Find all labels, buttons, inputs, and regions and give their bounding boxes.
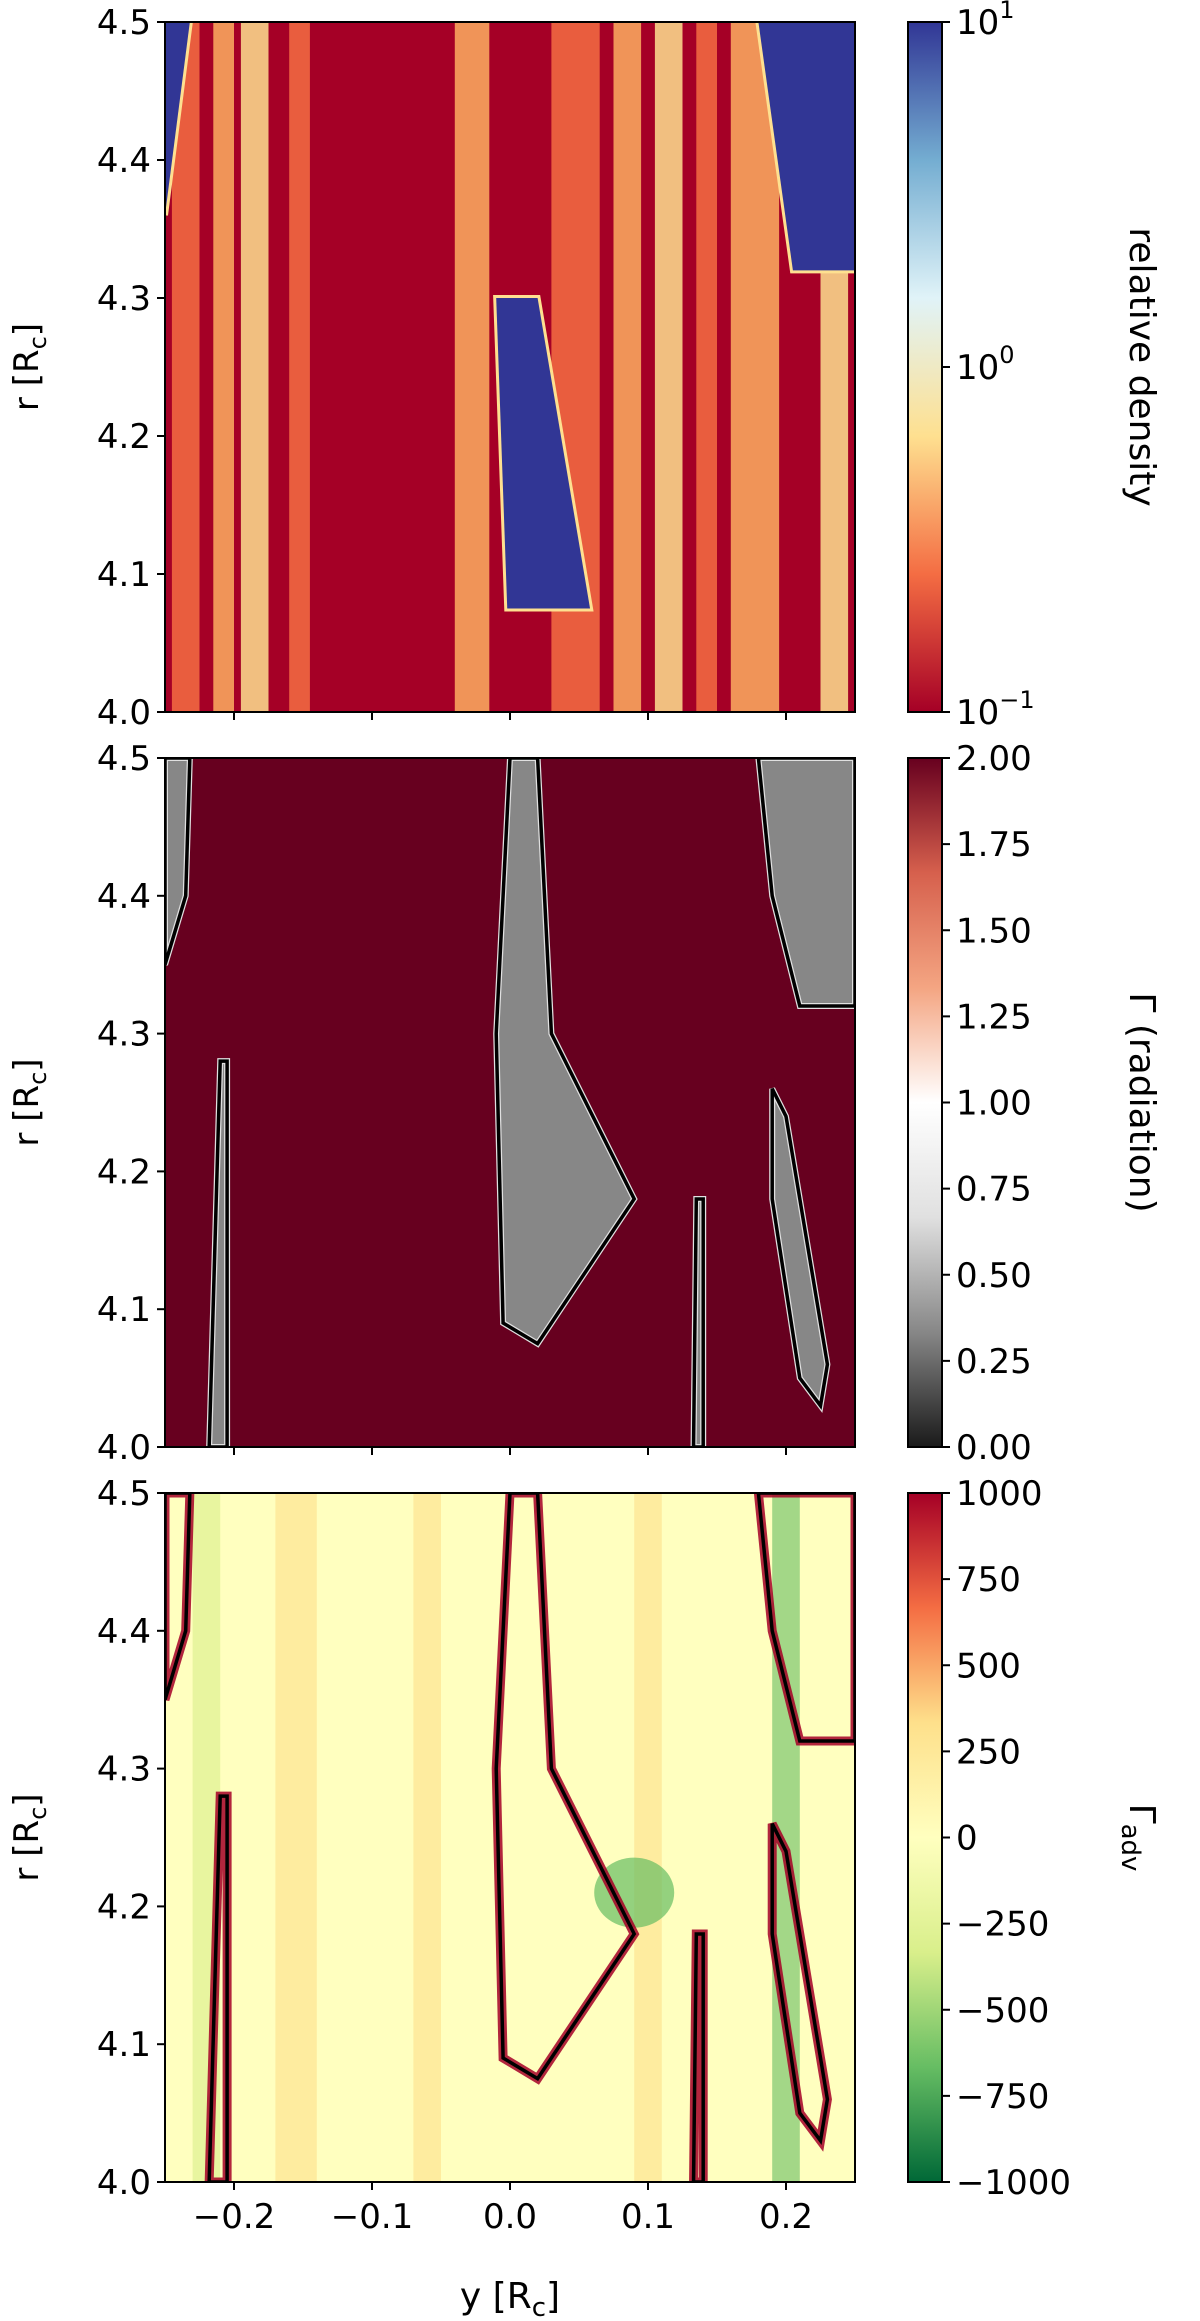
colorbar-tick-label: −500: [956, 1991, 1049, 2031]
adv-negative-patch: [594, 1857, 675, 1928]
y-tick-label: 4.4: [97, 877, 151, 917]
value-background: [165, 1493, 855, 2182]
y-tick-label: 4.2: [97, 1887, 151, 1927]
contour-line: [756, 1493, 855, 1743]
y-tick-label: 4.5: [97, 739, 151, 779]
y-tick-label: 4.1: [97, 555, 151, 595]
density-streak: [454, 22, 490, 712]
colorbar-tick-label: 2.00: [956, 739, 1032, 779]
y-tick-label: 4.5: [97, 3, 151, 43]
y-tick-label: 4.5: [97, 1474, 151, 1514]
density-high-region: [496, 298, 591, 609]
y-tick-label: 4.0: [97, 2163, 151, 2203]
x-axis-label: y [Rc]: [460, 2276, 560, 2321]
colorbar-tick-label: 1.50: [956, 911, 1032, 951]
density-streak: [240, 22, 269, 712]
colorbar: [907, 1492, 943, 2183]
heatmap-area: [165, 758, 855, 1447]
contour-line: [207, 1059, 229, 1447]
y-axis-label: r [Rc]: [7, 323, 52, 411]
density-streak: [730, 22, 780, 712]
colorbar-label: Γadv: [1115, 1804, 1162, 1872]
colorbar-tick-label: 0.75: [956, 1170, 1032, 1210]
y-tick-label: 4.1: [97, 2025, 151, 2065]
density-streak: [654, 22, 683, 712]
x-tick-label: −0.1: [331, 2197, 414, 2237]
y-axis-label: r [Rc]: [7, 1058, 52, 1146]
y-tick-label: 4.4: [97, 1612, 151, 1652]
y-tick-label: 4.0: [97, 693, 151, 733]
y-tick-label: 4.0: [97, 1428, 151, 1468]
colorbar-tick-label: 1.75: [956, 825, 1032, 865]
contour-line: [770, 1822, 830, 2145]
y-tick-label: 4.2: [97, 1152, 151, 1192]
y-axis-label: r [Rc]: [7, 1793, 52, 1881]
heatmap-area: [165, 1493, 855, 2182]
y-tick-label: 4.1: [97, 1290, 151, 1330]
adv-streak: [634, 1493, 662, 2182]
contour-line: [494, 758, 637, 1347]
density-streak: [613, 22, 642, 712]
colorbar-tick-label: 500: [956, 1646, 1021, 1686]
density-streak: [289, 22, 310, 712]
colorbar-tick-label: 250: [956, 1732, 1021, 1772]
contour-line: [165, 1493, 192, 1701]
contour-line: [165, 758, 192, 966]
colorbar-tick-label: 1.00: [956, 1084, 1032, 1124]
colorbar-tick-label: 0.25: [956, 1342, 1032, 1382]
colorbar: [907, 757, 943, 1448]
colorbar-tick-label: 0: [956, 1819, 978, 1859]
adv-streak: [275, 1493, 317, 2182]
colorbar-tick-label: 100: [956, 341, 1015, 388]
colorbar-label: relative density: [1121, 227, 1162, 506]
x-tick-label: −0.2: [193, 2197, 276, 2237]
panel-3: 4.0 4.1 4.2 4.3 4.4 4.5 −0.2 −0.1 0.0 0.1 0.2 r [Rc…: [7, 1474, 1162, 2237]
adv-streak: [413, 1493, 441, 2182]
x-tick-label: 0.1: [621, 2197, 675, 2237]
colorbar-tick-label: −750: [956, 2077, 1049, 2117]
contour-line: [770, 1087, 830, 1410]
colorbar-tick-label: 0.00: [956, 1428, 1032, 1468]
contour-line: [691, 1932, 705, 2182]
panel-2: 4.0 4.1 4.2 4.3 4.4 4.5 r [Rc] 2.00 1.75 1.50 1.25…: [7, 739, 1162, 1468]
contour-line: [691, 1197, 705, 1447]
y-tick-label: 4.2: [97, 417, 151, 457]
x-tick-label: 0.0: [483, 2197, 537, 2237]
x-tick-label: 0.2: [759, 2197, 813, 2237]
density-streak: [696, 22, 717, 712]
colorbar-tick-label: 0.50: [956, 1256, 1032, 1296]
y-tick-label: 4.3: [97, 1750, 151, 1790]
colorbar-tick-label: 1000: [956, 1474, 1043, 1514]
y-tick-label: 4.3: [97, 1015, 151, 1055]
colorbar-tick-label: 1.25: [956, 997, 1032, 1037]
colorbar-tick-label: −250: [956, 1905, 1049, 1945]
density-streak: [213, 22, 234, 712]
colorbar-tick-label: 750: [956, 1560, 1021, 1600]
heatmap-area: [165, 22, 855, 712]
panel-1: 4.0 4.1 4.2 4.3 4.4 4.5 r [Rc] 101 100 10−1 relati…: [7, 0, 1162, 733]
contour-line: [207, 1794, 229, 2182]
colorbar-tick-label: 10−1: [956, 686, 1035, 733]
y-tick-label: 4.4: [97, 141, 151, 181]
y-tick-label: 4.3: [97, 279, 151, 319]
colorbar-tick-label: 101: [956, 0, 1015, 43]
colorbar: [907, 21, 943, 713]
density-high-region: [758, 22, 855, 271]
colorbar-label: Γ (radiation): [1121, 992, 1162, 1212]
contour-line: [756, 758, 855, 1008]
density-high-region: [165, 22, 190, 216]
colorbar-tick-label: −1000: [956, 2163, 1071, 2203]
contour-line: [494, 1493, 637, 2082]
